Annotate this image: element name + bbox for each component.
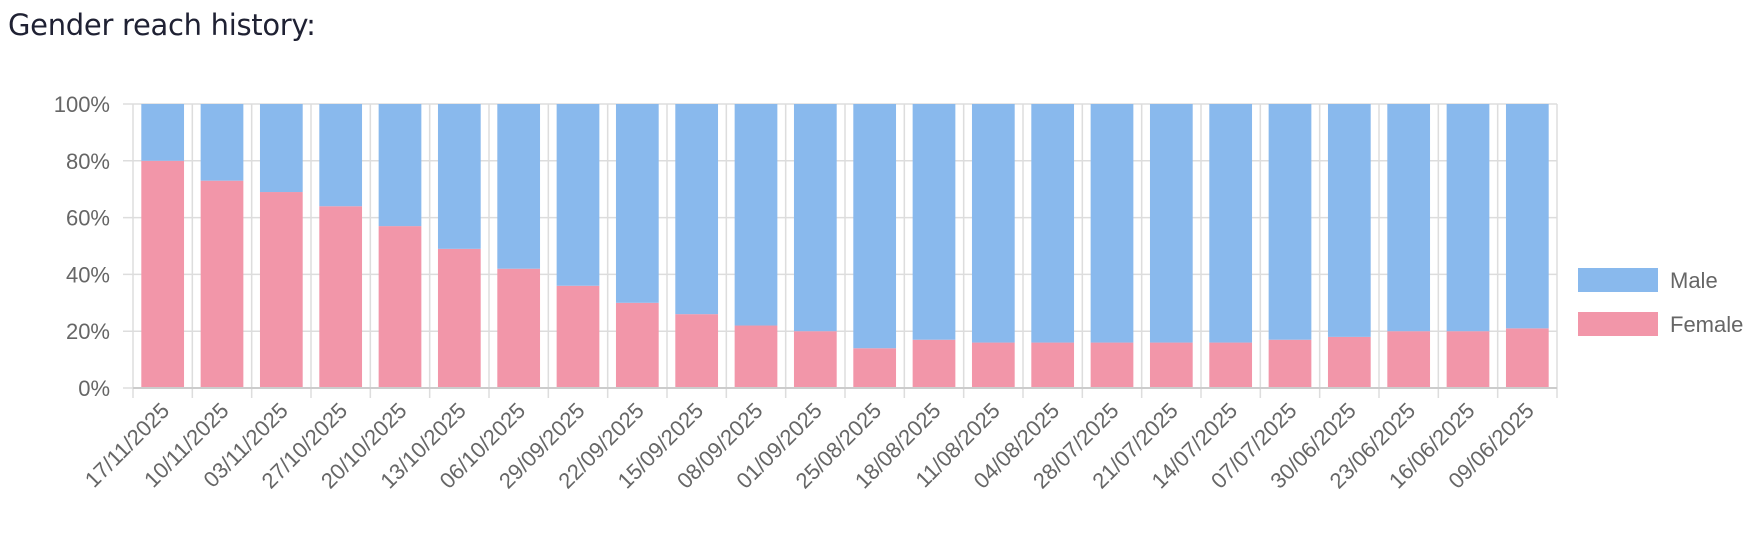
bar-female[interactable] <box>1446 331 1490 388</box>
y-tick-label: 0% <box>78 376 110 401</box>
bar-male[interactable] <box>200 104 244 181</box>
bar-female[interactable] <box>200 180 244 388</box>
bar-female[interactable] <box>1149 342 1193 388</box>
bar-male[interactable] <box>1327 104 1371 337</box>
bar-female[interactable] <box>437 248 481 388</box>
bar-female[interactable] <box>971 342 1015 388</box>
bar-male[interactable] <box>141 104 185 161</box>
bar-female[interactable] <box>853 348 897 388</box>
bar-female[interactable] <box>1090 342 1134 388</box>
bar-male[interactable] <box>793 104 837 332</box>
y-tick-label: 80% <box>66 149 110 174</box>
bar-male[interactable] <box>1387 104 1431 332</box>
bar-female[interactable] <box>497 268 541 388</box>
bar-female[interactable] <box>319 206 363 388</box>
bar-male[interactable] <box>675 104 719 315</box>
bar-male[interactable] <box>497 104 541 269</box>
bar-female[interactable] <box>734 325 778 388</box>
legend: Male Female <box>1578 268 1743 337</box>
bar-male[interactable] <box>1090 104 1134 343</box>
bar-female[interactable] <box>615 302 659 388</box>
bar-male[interactable] <box>615 104 659 303</box>
legend-label-female: Female <box>1670 312 1743 337</box>
y-axis: 0% 20% 40% 60% 80% 100% <box>54 92 110 401</box>
bar-female[interactable] <box>1505 328 1549 388</box>
x-axis: 17/11/202510/11/202503/11/202527/10/2025… <box>80 387 1557 493</box>
y-tick-label: 60% <box>66 206 110 231</box>
bar-male[interactable] <box>1446 104 1490 332</box>
bar-female[interactable] <box>1387 331 1431 388</box>
bar-female[interactable] <box>1327 336 1371 388</box>
bar-female[interactable] <box>378 226 422 388</box>
bar-female[interactable] <box>1268 339 1312 388</box>
bar-male[interactable] <box>319 104 363 207</box>
bar-male[interactable] <box>1268 104 1312 340</box>
bar-female[interactable] <box>259 192 303 388</box>
bar-female[interactable] <box>141 160 185 388</box>
bar-male[interactable] <box>853 104 897 349</box>
bar-male[interactable] <box>734 104 778 326</box>
chart-title: Gender reach history: <box>8 8 316 42</box>
bar-male[interactable] <box>912 104 956 340</box>
bar-male[interactable] <box>437 104 481 249</box>
legend-swatch-female <box>1578 312 1658 336</box>
bar-female[interactable] <box>1031 342 1075 388</box>
bar-male[interactable] <box>259 104 303 193</box>
bar-female[interactable] <box>556 285 600 388</box>
bar-male[interactable] <box>971 104 1015 343</box>
bar-male[interactable] <box>1149 104 1193 343</box>
bar-female[interactable] <box>912 339 956 388</box>
bar-male[interactable] <box>556 104 600 286</box>
bar-female[interactable] <box>675 314 719 388</box>
bar-male[interactable] <box>1031 104 1075 343</box>
bar-female[interactable] <box>793 331 837 388</box>
y-tick-label: 100% <box>54 92 110 117</box>
legend-swatch-male <box>1578 268 1658 292</box>
y-tick-label: 40% <box>66 262 110 287</box>
legend-label-male: Male <box>1670 268 1718 293</box>
bar-male[interactable] <box>1209 104 1253 343</box>
bar-male[interactable] <box>378 104 422 227</box>
bars <box>141 104 1549 388</box>
bar-male[interactable] <box>1505 104 1549 329</box>
y-tick-label: 20% <box>66 319 110 344</box>
bar-female[interactable] <box>1209 342 1253 388</box>
